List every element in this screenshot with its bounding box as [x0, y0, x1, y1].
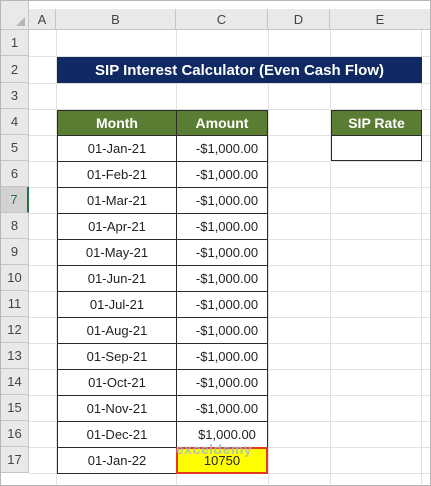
sip-rate-value-cell[interactable] [331, 135, 422, 161]
amount-cell[interactable]: -$1,000.00 [176, 291, 268, 318]
amount-cell[interactable]: $1,000.00 [176, 421, 268, 448]
month-header[interactable]: Month [57, 110, 177, 136]
row-header-14[interactable]: 14 [1, 369, 29, 395]
row-header-15[interactable]: 15 [1, 395, 29, 421]
month-cell[interactable]: 01-Oct-21 [57, 369, 177, 396]
row-header-5[interactable]: 5 [1, 135, 29, 161]
month-cell[interactable]: 01-Sep-21 [57, 343, 177, 370]
row-header-7[interactable]: 7 [1, 187, 29, 213]
row-header-1[interactable]: 1 [1, 30, 29, 56]
amount-cell[interactable]: -$1,000.00 [176, 187, 268, 214]
column-header-e[interactable]: E [330, 9, 430, 30]
month-cell[interactable]: 01-Dec-21 [57, 421, 177, 448]
month-cell[interactable]: 01-Feb-21 [57, 161, 177, 188]
month-cell[interactable]: 01-Aug-21 [57, 317, 177, 344]
amount-cell[interactable]: -$1,000.00 [176, 395, 268, 422]
page-title[interactable]: SIP Interest Calculator (Even Cash Flow) [57, 57, 422, 83]
amount-cell[interactable]: -$1,000.00 [176, 317, 268, 344]
column-header-c[interactable]: C [176, 9, 268, 30]
amount-cell[interactable]: -$1,000.00 [176, 239, 268, 266]
month-cell[interactable]: 01-Nov-21 [57, 395, 177, 422]
row-header-12[interactable]: 12 [1, 317, 29, 343]
toolbar-strip [29, 1, 430, 9]
amount-cell[interactable]: -$1,000.00 [176, 369, 268, 396]
month-cell[interactable]: 01-Jan-21 [57, 135, 177, 162]
row-header-16[interactable]: 16 [1, 421, 29, 447]
amount-header[interactable]: Amount [176, 110, 268, 136]
row-header-6[interactable]: 6 [1, 161, 29, 187]
column-header-d[interactable]: D [268, 9, 330, 30]
amount-cell[interactable]: -$1,000.00 [176, 265, 268, 292]
month-cell[interactable]: 01-Jan-22 [57, 447, 177, 474]
row-header-2[interactable]: 2 [1, 56, 29, 83]
month-cell[interactable]: 01-Mar-21 [57, 187, 177, 214]
amount-cell[interactable]: -$1,000.00 [176, 343, 268, 370]
column-header-b[interactable]: B [56, 9, 176, 30]
row-header-10[interactable]: 10 [1, 265, 29, 291]
amount-cell[interactable]: -$1,000.00 [176, 135, 268, 162]
row-header-4[interactable]: 4 [1, 109, 29, 135]
amount-cell[interactable]: -$1,000.00 [176, 213, 268, 240]
row-header-17[interactable]: 17 [1, 447, 29, 473]
month-cell[interactable]: 01-Apr-21 [57, 213, 177, 240]
amount-cell[interactable]: -$1,000.00 [176, 161, 268, 188]
column-header-a[interactable]: A [29, 9, 56, 30]
sip-rate-header[interactable]: SIP Rate [331, 110, 422, 136]
result-cell[interactable]: 10750 [176, 447, 268, 474]
row-header-3[interactable]: 3 [1, 83, 29, 109]
row-header-9[interactable]: 9 [1, 239, 29, 265]
row-header-13[interactable]: 13 [1, 343, 29, 369]
month-cell[interactable]: 01-May-21 [57, 239, 177, 266]
select-all-corner[interactable] [1, 1, 29, 30]
row-header-8[interactable]: 8 [1, 213, 29, 239]
month-cell[interactable]: 01-Jul-21 [57, 291, 177, 318]
month-cell[interactable]: 01-Jun-21 [57, 265, 177, 292]
row-header-11[interactable]: 11 [1, 291, 29, 317]
